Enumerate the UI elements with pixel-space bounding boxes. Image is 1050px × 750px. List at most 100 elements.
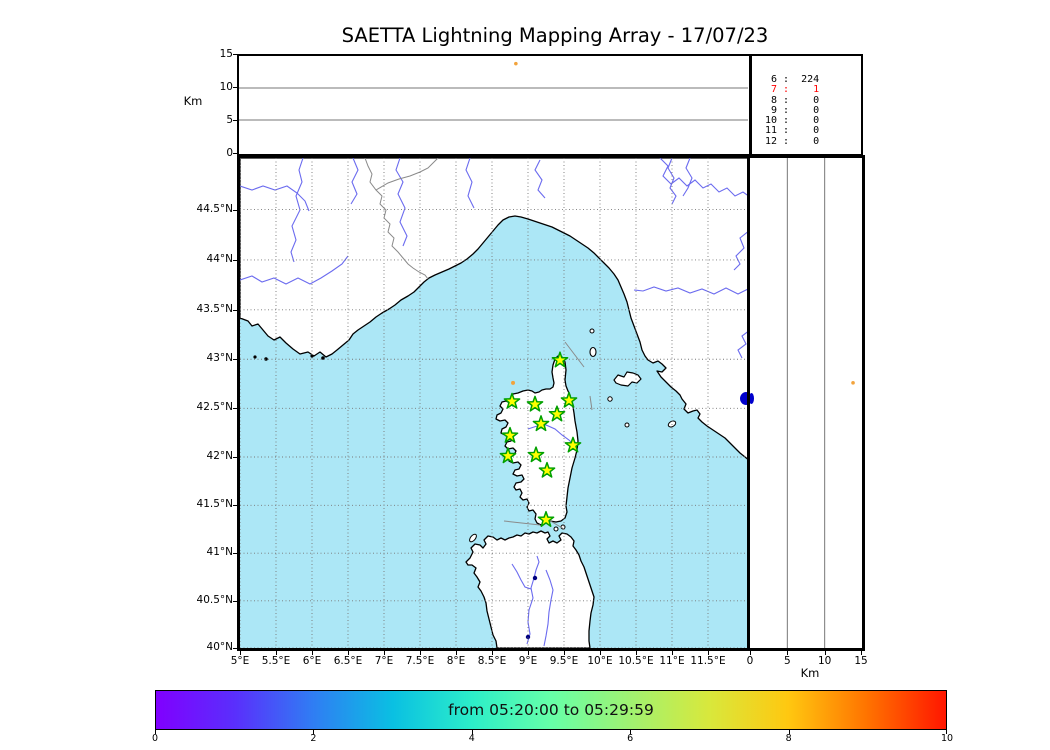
lightning-source-cluster <box>750 393 754 405</box>
grid-layer <box>240 158 750 648</box>
mainland-coast <box>240 158 750 462</box>
sardinia-river <box>543 569 554 647</box>
station-count-row: 10 : 0 <box>765 115 820 127</box>
lon-tick <box>600 651 601 655</box>
right-panel-xtick <box>861 651 862 655</box>
lma-station-marker <box>499 447 517 464</box>
lon-tick-label: 6.5°E <box>333 655 363 667</box>
right-panel-xtick-label: 10 <box>817 655 832 667</box>
lon-tick-label: 8.5°E <box>477 655 507 667</box>
lon-tick <box>528 651 529 655</box>
maddalena-island-1 <box>553 526 559 532</box>
right-panel-xtick <box>824 651 826 655</box>
lma-station-marker <box>537 510 555 527</box>
lon-tick-label: 7°E <box>374 655 394 667</box>
lma-station-marker <box>538 461 556 478</box>
lon-tick <box>636 651 637 655</box>
sardinia-lake <box>532 575 538 581</box>
station-count-row: 11 : 0 <box>765 125 820 137</box>
lon-tick <box>348 651 349 655</box>
lon-tick <box>708 651 709 655</box>
colorbar-tick <box>788 730 790 734</box>
lon-tick <box>456 651 457 655</box>
station-count-row: 8 : 0 <box>765 94 820 106</box>
river <box>350 158 359 205</box>
river <box>240 185 310 212</box>
sardinia-river <box>526 555 540 645</box>
lon-tick-label: 11.5°E <box>690 655 726 667</box>
lon-tick-label: 8°E <box>446 655 466 667</box>
lat-tick <box>233 359 237 361</box>
country-border <box>375 158 439 191</box>
time-height-panel <box>237 54 751 156</box>
lat-tick <box>233 408 237 410</box>
lat-tick <box>233 457 237 458</box>
lma-station-marker <box>548 405 566 422</box>
top-panel-ytick-label: 15 <box>219 48 233 60</box>
sea-boundary-segment <box>589 395 593 411</box>
station-count-row: 6 : 224 <box>765 74 820 85</box>
colorbar-tick-label: 0 <box>151 733 159 744</box>
colorbar-tick <box>313 730 315 734</box>
river-layer <box>240 158 750 647</box>
river <box>240 255 349 285</box>
lon-tick-label: 5.5°E <box>261 655 291 667</box>
lat-tick-label: 43.5°N <box>196 302 233 315</box>
lat-tick <box>233 648 237 649</box>
lon-tick <box>312 651 313 655</box>
lon-tick <box>276 651 277 655</box>
marseille-islet-1 <box>253 355 257 359</box>
top-panel-ytick-label: 5 <box>226 114 233 126</box>
top-panel-ytick <box>233 153 237 154</box>
right-panel-x-axis-label: Km <box>800 666 820 680</box>
lon-tick <box>492 651 493 655</box>
hyeres-islet-2 <box>321 356 325 360</box>
top-panel-ytick <box>233 120 237 121</box>
sardinia-river <box>511 563 532 590</box>
sardinia-lake <box>525 634 531 640</box>
map-panel <box>237 155 753 651</box>
lma-station-marker <box>503 392 521 409</box>
lma-station-marker <box>526 395 544 412</box>
gorgona-island <box>589 328 595 334</box>
pianosa-island <box>607 396 613 402</box>
lightning-source-point <box>851 381 855 385</box>
river <box>534 159 546 199</box>
elba-island <box>613 371 642 387</box>
lon-tick-label: 11°E <box>659 655 685 667</box>
capraia-island <box>589 346 597 358</box>
lat-tick-label: 41.5°N <box>196 498 233 511</box>
asinara-island <box>469 533 477 543</box>
lat-tick-label: 40.5°N <box>196 593 233 606</box>
lat-tick <box>233 600 237 602</box>
river <box>682 158 693 197</box>
montecristo-island <box>624 422 630 428</box>
top-panel-ytick-label: 10 <box>219 81 233 93</box>
station-count-row: 9 : 0 <box>765 104 820 116</box>
lon-tick-label: 6°E <box>302 655 322 667</box>
lma-station-marker <box>532 415 550 432</box>
colorbar-tick-label: 4 <box>468 733 475 744</box>
sea-boundary-segment <box>564 341 585 368</box>
lat-tick-label: 42.5°N <box>196 401 233 414</box>
top-panel-ytick <box>233 87 237 88</box>
lightning-source-point <box>511 380 516 385</box>
top-panel-ytick <box>233 54 237 55</box>
lat-tick <box>233 209 237 211</box>
lon-tick-label: 9.5°E <box>549 655 579 667</box>
colorbar-tick <box>946 730 947 734</box>
lat-tick-label: 41°N <box>206 546 233 559</box>
plot-title: SAETTA Lightning Mapping Array - 17/07/2… <box>341 24 769 47</box>
border-layer <box>364 158 593 530</box>
height-latitude-plot-area <box>750 158 855 648</box>
top-panel-ytick-label: 0 <box>226 147 233 159</box>
height-latitude-panel <box>747 155 865 651</box>
right-panel-xtick-label: 5 <box>783 655 791 667</box>
lma-station-marker <box>527 446 545 463</box>
lon-tick <box>672 651 673 655</box>
lma-station-marker <box>551 351 569 368</box>
river <box>733 229 750 271</box>
lon-tick-label: 7.5°E <box>405 655 435 667</box>
data-layer <box>499 351 750 527</box>
lat-tick <box>233 553 237 555</box>
